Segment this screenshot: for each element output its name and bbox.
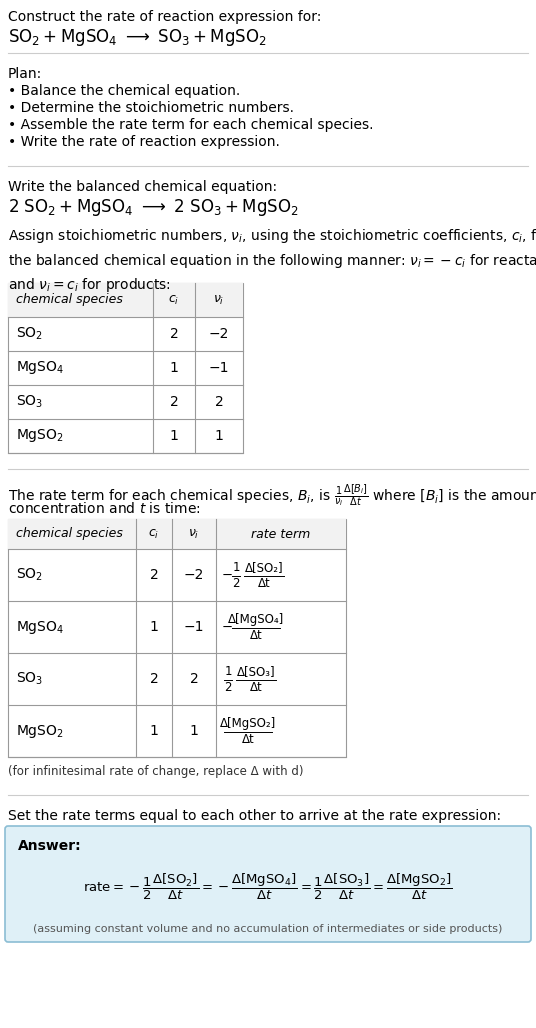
Text: 1: 1 [232, 561, 240, 574]
Text: Δ[MgSO₂]: Δ[MgSO₂] [220, 717, 276, 730]
Text: 2: 2 [169, 395, 178, 409]
Text: Construct the rate of reaction expression for:: Construct the rate of reaction expressio… [8, 10, 322, 24]
Text: • Assemble the rate term for each chemical species.: • Assemble the rate term for each chemic… [8, 118, 374, 132]
Text: concentration and $t$ is time:: concentration and $t$ is time: [8, 501, 200, 516]
Text: Δ[SO₂]: Δ[SO₂] [245, 561, 284, 574]
Text: −2: −2 [209, 327, 229, 341]
Text: $\mathrm{SO_2 + MgSO_4\ \longrightarrow\ SO_3 + MgSO_2}$: $\mathrm{SO_2 + MgSO_4\ \longrightarrow\… [8, 27, 267, 48]
Text: 2: 2 [190, 672, 198, 686]
Text: (assuming constant volume and no accumulation of intermediates or side products): (assuming constant volume and no accumul… [33, 924, 503, 934]
Bar [8, 283, 243, 317]
Text: Plan:: Plan: [8, 67, 42, 81]
Text: Write the balanced chemical equation:: Write the balanced chemical equation: [8, 180, 277, 194]
Text: $\mathrm{rate} = -\dfrac{1}{2}\dfrac{\Delta[\mathrm{SO_2}]}{\Delta t}= -\dfrac{\: $\mathrm{rate} = -\dfrac{1}{2}\dfrac{\De… [83, 872, 453, 902]
Text: $c_i$: $c_i$ [168, 293, 180, 306]
Text: rate term: rate term [251, 527, 311, 541]
Text: 2: 2 [232, 577, 240, 590]
Text: $\mathrm{2\ SO_2 + MgSO_4\ \longrightarrow\ 2\ SO_3 + MgSO_2}$: $\mathrm{2\ SO_2 + MgSO_4\ \longrightarr… [8, 197, 299, 218]
Text: Assign stoichiometric numbers, $\nu_i$, using the stoichiometric coefficients, $: Assign stoichiometric numbers, $\nu_i$, … [8, 227, 536, 294]
Text: 2: 2 [169, 327, 178, 341]
Text: 2: 2 [214, 395, 224, 409]
Text: chemical species: chemical species [16, 527, 123, 541]
Text: 1: 1 [214, 429, 224, 443]
Text: chemical species: chemical species [16, 294, 123, 306]
Text: Δt: Δt [258, 577, 270, 590]
Text: $\mathrm{MgSO_4}$: $\mathrm{MgSO_4}$ [16, 360, 64, 376]
Text: −: − [222, 568, 233, 582]
Text: 1: 1 [150, 620, 159, 634]
Text: • Balance the chemical equation.: • Balance the chemical equation. [8, 84, 240, 98]
Text: (for infinitesimal rate of change, replace Δ with d): (for infinitesimal rate of change, repla… [8, 765, 303, 778]
Text: $c_i$: $c_i$ [148, 527, 160, 541]
Text: −2: −2 [184, 568, 204, 582]
Bar [8, 519, 346, 549]
Text: 1: 1 [169, 429, 178, 443]
Text: 2: 2 [150, 568, 158, 582]
Text: Set the rate terms equal to each other to arrive at the rate expression:: Set the rate terms equal to each other t… [8, 809, 501, 823]
Text: Δt: Δt [250, 629, 263, 642]
Text: $\mathrm{SO_3}$: $\mathrm{SO_3}$ [16, 671, 43, 687]
Text: −: − [222, 621, 233, 633]
Text: 1: 1 [190, 724, 198, 738]
Text: Δt: Δt [242, 733, 255, 746]
FancyBboxPatch shape [5, 827, 531, 942]
Text: • Determine the stoichiometric numbers.: • Determine the stoichiometric numbers. [8, 101, 294, 115]
Text: $\mathrm{MgSO_2}$: $\mathrm{MgSO_2}$ [16, 428, 64, 444]
Text: $\mathrm{SO_2}$: $\mathrm{SO_2}$ [16, 326, 43, 342]
Text: Δt: Δt [250, 681, 263, 694]
Text: The rate term for each chemical species, $B_i$, is $\frac{1}{\nu_i}\frac{\Delta[: The rate term for each chemical species,… [8, 483, 536, 509]
Text: $\nu_i$: $\nu_i$ [213, 293, 225, 306]
Bar [8, 519, 346, 757]
Text: Δ[MgSO₄]: Δ[MgSO₄] [228, 613, 284, 626]
Text: 2: 2 [150, 672, 158, 686]
Text: Δ[SO₃]: Δ[SO₃] [237, 665, 276, 678]
Text: 2: 2 [224, 681, 232, 694]
Text: $\nu_i$: $\nu_i$ [188, 527, 200, 541]
Text: $\mathrm{MgSO_2}$: $\mathrm{MgSO_2}$ [16, 723, 64, 739]
Text: −1: −1 [209, 361, 229, 375]
Text: Answer:: Answer: [18, 839, 81, 853]
Text: $\mathrm{SO_2}$: $\mathrm{SO_2}$ [16, 566, 43, 583]
Text: 1: 1 [224, 665, 232, 678]
Text: −1: −1 [184, 620, 204, 634]
Text: $\mathrm{MgSO_4}$: $\mathrm{MgSO_4}$ [16, 619, 64, 635]
Text: • Write the rate of reaction expression.: • Write the rate of reaction expression. [8, 135, 280, 149]
Bar [8, 283, 243, 453]
Text: 1: 1 [169, 361, 178, 375]
Text: $\mathrm{SO_3}$: $\mathrm{SO_3}$ [16, 394, 43, 410]
Text: 1: 1 [150, 724, 159, 738]
